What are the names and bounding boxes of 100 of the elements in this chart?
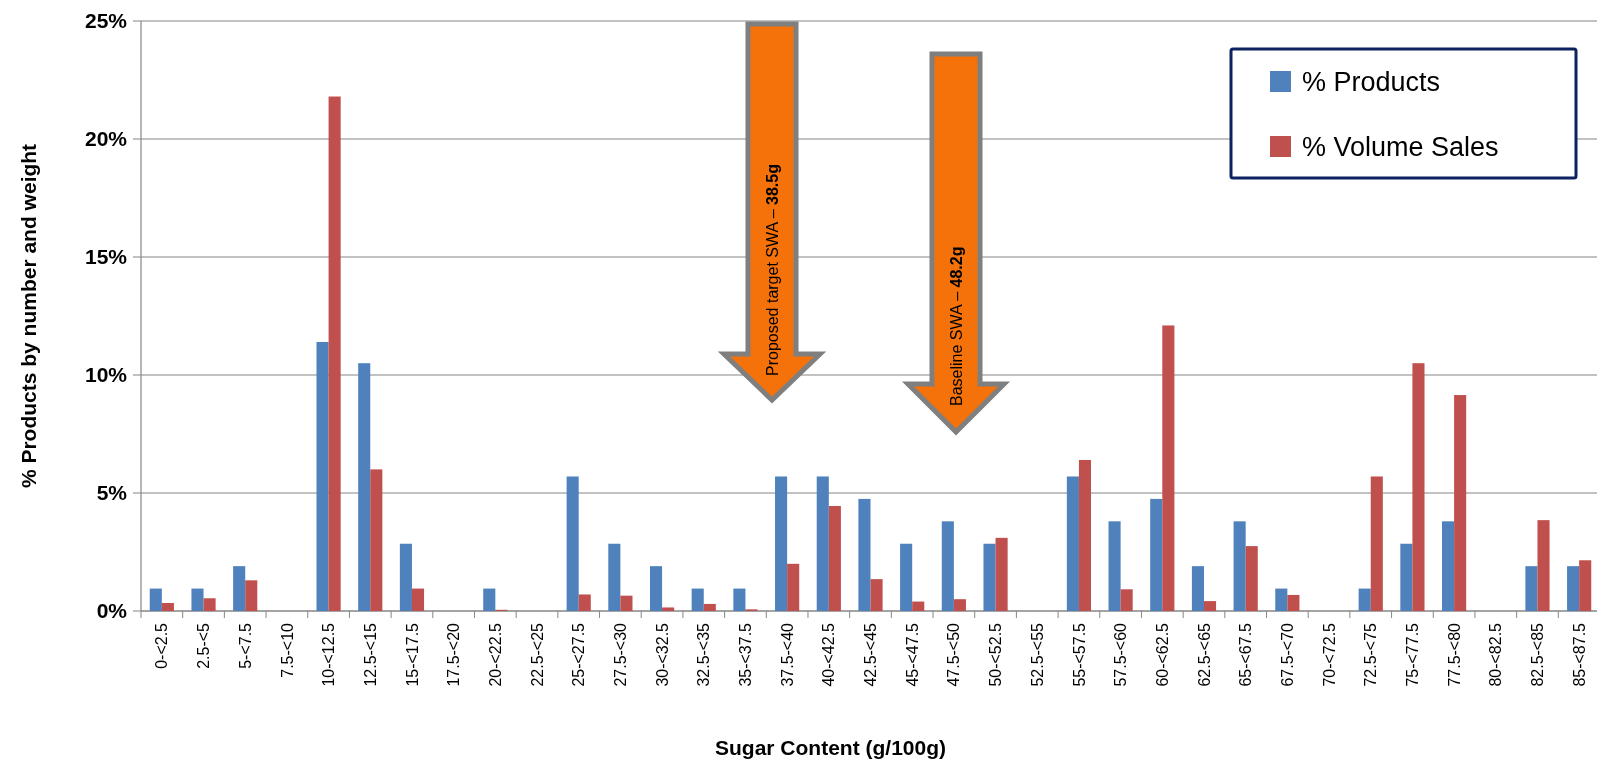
- x-tick-label: 25-<27.5: [570, 622, 588, 687]
- x-tick-label: 62.5-<65: [1195, 622, 1213, 687]
- x-tick-label: 20-<22.5: [486, 622, 504, 687]
- bar: [1191, 566, 1204, 611]
- x-tick-label: 10-<12.5: [320, 622, 338, 687]
- x-tick-label: 2.5-<5: [195, 622, 213, 669]
- x-tick-label: 45-<47.5: [903, 622, 921, 687]
- bar: [1108, 521, 1121, 611]
- bar: [995, 537, 1008, 611]
- bar: [787, 563, 800, 611]
- x-tick-label: 72.5-<75: [1362, 622, 1380, 687]
- x-tick-label: 60-<62.5: [1153, 622, 1171, 687]
- y-tick-label: 20%: [84, 127, 128, 151]
- x-tick-label: 42.5-<45: [862, 622, 880, 687]
- bar: [691, 588, 704, 611]
- x-tick-label: 67.5-<70: [1278, 622, 1296, 687]
- bar: [870, 579, 883, 611]
- x-axis-title: Sugar Content (g/100g): [714, 736, 947, 759]
- bar: [1275, 588, 1288, 611]
- bar: [316, 341, 329, 611]
- bar: [149, 588, 162, 611]
- x-tick-label: 30-<32.5: [653, 622, 671, 687]
- x-tick-label: 80-<82.5: [1487, 622, 1505, 687]
- legend-label: % Products: [1302, 67, 1441, 98]
- bar: [953, 599, 966, 611]
- bar: [483, 588, 496, 611]
- x-tick-label: 77.5-<80: [1445, 622, 1463, 687]
- bar: [1442, 521, 1455, 611]
- x-tick-label: 7.5-<10: [278, 622, 296, 678]
- bar: [399, 543, 412, 611]
- bar: [1162, 325, 1175, 611]
- bar: [620, 595, 633, 611]
- bar: [1358, 588, 1371, 611]
- bar: [941, 521, 954, 611]
- x-tick-label: 0-<2.5: [153, 622, 171, 669]
- bar: [411, 588, 425, 611]
- x-tick-label: 40-<42.5: [820, 622, 838, 687]
- bar: [858, 498, 871, 611]
- bar: [816, 476, 829, 611]
- bar: [1412, 363, 1425, 611]
- x-tick-label: 15-<17.5: [403, 622, 421, 687]
- x-tick-label: 35-<37.5: [737, 622, 755, 687]
- annotation: Baseline SWA – 48.2g: [948, 246, 965, 406]
- y-axis-title: % Products by number and weight: [17, 143, 40, 489]
- y-tick-label: 0%: [96, 599, 128, 623]
- legend-label: % Volume Sales: [1302, 132, 1499, 163]
- x-tick-label: 70-<72.5: [1320, 622, 1338, 687]
- bar: [983, 543, 996, 611]
- bar: [1150, 498, 1163, 611]
- bar: [1525, 566, 1538, 611]
- bar: [191, 588, 204, 611]
- bar: [161, 602, 174, 611]
- x-tick-label: 37.5-<40: [778, 622, 796, 687]
- bar: [1567, 566, 1580, 611]
- bar: [775, 476, 788, 611]
- bar: [328, 96, 341, 611]
- y-tick-label: 5%: [96, 481, 128, 505]
- x-tick-label: 22.5-<25: [528, 622, 546, 687]
- bar: [358, 363, 371, 611]
- bar: [1579, 560, 1592, 611]
- x-tick-label: 57.5-<60: [1112, 622, 1130, 687]
- bar: [649, 566, 663, 611]
- x-tick-label: 32.5-<35: [695, 622, 713, 687]
- bar: [608, 543, 621, 611]
- bar: [203, 598, 216, 611]
- x-tick-label: 82.5-<85: [1529, 622, 1547, 687]
- bar: [1120, 589, 1133, 611]
- y-tick-label: 10%: [84, 363, 128, 387]
- x-tick-label: 75-<77.5: [1404, 622, 1422, 687]
- bar: [1233, 521, 1246, 611]
- x-tick-label: 47.5-<50: [945, 622, 963, 687]
- bar: [566, 476, 579, 611]
- x-tick-label: 85-<87.5: [1570, 622, 1588, 687]
- bar: [1245, 546, 1258, 611]
- bar: [1454, 395, 1467, 611]
- y-tick-label: 15%: [84, 245, 128, 269]
- x-tick-label: 50-<52.5: [987, 622, 1005, 687]
- x-tick-label: 27.5-<30: [611, 622, 629, 687]
- y-tick-label: 25%: [84, 9, 128, 33]
- x-tick-label: 12.5-<15: [361, 622, 379, 687]
- bar: [900, 543, 913, 611]
- bar: [912, 601, 925, 611]
- bar: [1203, 601, 1217, 611]
- annotation: Proposed target SWA – 38.5g: [764, 164, 781, 376]
- bar: [1287, 594, 1300, 611]
- x-tick-label: 17.5-<20: [445, 622, 463, 687]
- bar: [1078, 459, 1092, 611]
- x-tick-label: 55-<57.5: [1070, 622, 1088, 687]
- bar: [245, 580, 258, 611]
- bar: [662, 607, 675, 611]
- bar: [828, 505, 841, 611]
- bar: [1066, 476, 1079, 611]
- bar: [733, 588, 746, 611]
- bar: [703, 603, 716, 611]
- x-tick-label: 52.5-<55: [1028, 622, 1046, 687]
- bar: [233, 566, 246, 611]
- bar: [578, 594, 591, 611]
- bar: [1537, 520, 1550, 611]
- bar: [370, 469, 383, 611]
- bar: [1370, 476, 1383, 611]
